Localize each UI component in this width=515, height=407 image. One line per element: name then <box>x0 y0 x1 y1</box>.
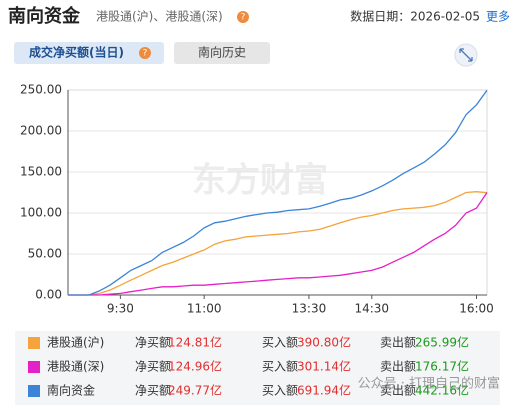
summary-value: 691.94亿 <box>297 383 351 398</box>
date: 数据日期：2026-02-05 <box>350 9 480 24</box>
y-tick-label: 0.00 <box>35 288 62 302</box>
summary-label: 卖出额 <box>380 336 416 350</box>
legend-swatch <box>28 361 40 373</box>
summary-label: 净买额 <box>135 360 171 374</box>
svg-text:?: ? <box>143 49 148 59</box>
legend-label: 南向资金 <box>47 383 95 398</box>
more-link[interactable]: 更多 <box>486 10 510 24</box>
y-tick-label: 250.00 <box>20 83 62 97</box>
subtitle: 港股通(沪)、港股通(深) <box>96 10 223 24</box>
summary-label: 买入额 <box>262 384 298 398</box>
watermark: 东方财富 <box>192 161 328 201</box>
legend-panel <box>15 331 500 405</box>
summary-label: 净买额 <box>135 336 171 350</box>
expand-icon[interactable] <box>454 43 478 67</box>
x-tick-label: 14:30 <box>354 302 389 316</box>
summary-value: 124.96亿 <box>168 359 222 374</box>
legend-label: 港股通(深) <box>47 360 104 374</box>
tab[interactable] <box>174 42 270 64</box>
y-tick-label: 150.00 <box>20 165 62 179</box>
summary-value: 265.99亿 <box>415 335 469 350</box>
summary-label: 卖出额 <box>380 384 416 398</box>
x-tick-label: 9:30 <box>107 302 134 316</box>
x-tick-label: 11:00 <box>187 302 222 316</box>
summary-label: 净买额 <box>135 384 171 398</box>
summary-label: 卖出额 <box>380 360 416 374</box>
summary-value: 390.80亿 <box>297 335 351 350</box>
legend-swatch <box>28 385 40 397</box>
tab-help-icon[interactable]: ? <box>139 47 151 59</box>
title: 南向资金 <box>8 5 81 27</box>
footer-watermark: 公众号 · 打理自己的财富 <box>358 376 500 392</box>
series-line <box>68 89 488 296</box>
help-icon[interactable]: ? <box>237 11 249 23</box>
legend-label: 港股通(沪) <box>47 336 104 350</box>
y-tick-label: 50.00 <box>28 247 62 261</box>
tab-label[interactable]: 南向历史 <box>198 45 246 60</box>
legend-swatch <box>28 337 40 349</box>
summary-label: 买入额 <box>262 360 298 374</box>
svg-text:?: ? <box>241 13 246 23</box>
y-tick-label: 200.00 <box>20 124 62 138</box>
tab-label[interactable]: 成交净买额(当日) <box>29 45 124 60</box>
series-line <box>68 192 488 296</box>
series-line <box>68 191 488 296</box>
summary-value: 249.77亿 <box>168 383 222 398</box>
summary-label: 买入额 <box>262 336 298 350</box>
tab-active[interactable] <box>14 42 164 64</box>
summary-value: 124.81亿 <box>168 335 222 350</box>
summary-value: 442.16亿 <box>415 383 469 398</box>
x-tick-label: 13:30 <box>292 302 327 316</box>
summary-value: 176.17亿 <box>415 359 469 374</box>
summary-value: 301.14亿 <box>297 359 351 374</box>
x-tick-label: 16:00 <box>459 302 494 316</box>
y-tick-label: 100.00 <box>20 206 62 220</box>
